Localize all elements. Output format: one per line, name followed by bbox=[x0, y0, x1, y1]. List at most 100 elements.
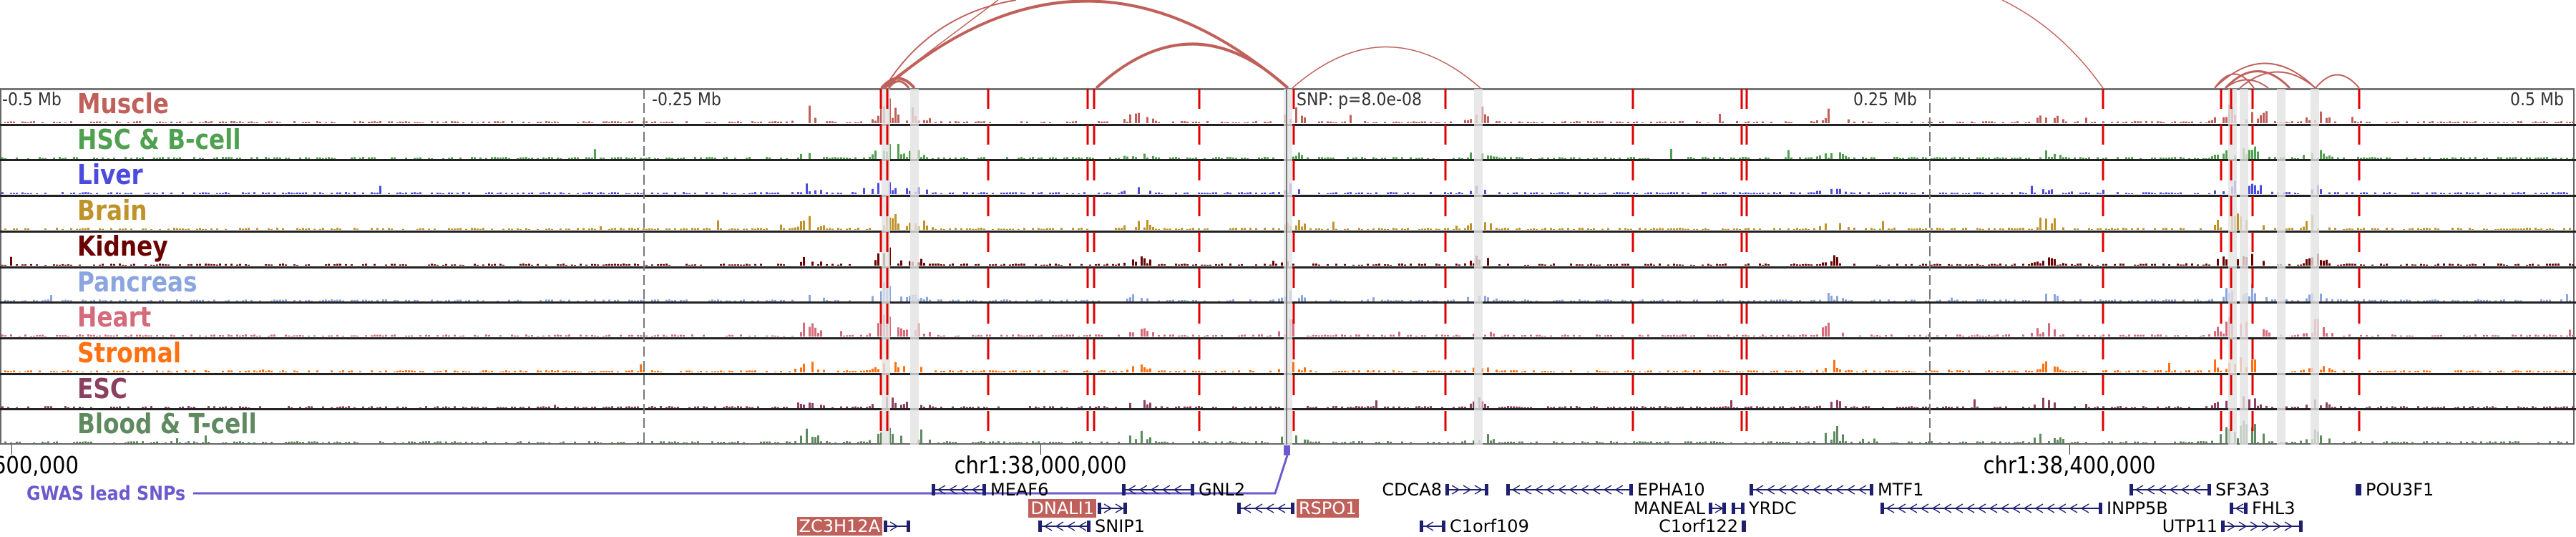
signal-bar bbox=[565, 228, 567, 231]
signal-bar bbox=[245, 406, 247, 408]
signal-bar bbox=[1032, 228, 1034, 231]
signal-bar bbox=[900, 328, 902, 337]
signal-bar bbox=[1467, 225, 1469, 231]
signal-bar bbox=[2323, 366, 2325, 372]
signal-bar bbox=[336, 263, 338, 266]
signal-bar bbox=[1836, 426, 1838, 444]
signal-bar bbox=[2214, 402, 2216, 408]
signal-bar bbox=[777, 193, 779, 195]
signal-bar bbox=[1138, 112, 1140, 123]
signal-bar bbox=[1641, 158, 1644, 159]
signal-bar bbox=[1979, 264, 1981, 266]
signal-bar bbox=[2328, 263, 2331, 266]
signal-bar bbox=[631, 299, 633, 301]
signal-bar bbox=[1913, 335, 1916, 337]
signal-bar bbox=[348, 193, 350, 195]
signal-bar bbox=[82, 442, 84, 444]
signal-bar bbox=[1118, 193, 1120, 195]
signal-bar bbox=[1387, 264, 1389, 266]
signal-bar bbox=[1787, 370, 1790, 372]
signal-bar bbox=[2036, 261, 2039, 266]
signal-bar bbox=[2182, 264, 2185, 266]
signal-bar bbox=[93, 334, 95, 337]
signal-bar bbox=[1487, 367, 1489, 372]
signal-bar bbox=[660, 441, 662, 444]
signal-bar bbox=[1192, 370, 1194, 372]
signal-bar bbox=[139, 121, 141, 123]
signal-bar bbox=[966, 263, 968, 266]
signal-bar bbox=[565, 264, 567, 266]
signal-bar bbox=[1959, 442, 1961, 444]
signal-bar bbox=[860, 406, 862, 408]
signal-bar bbox=[1058, 264, 1060, 266]
signal-bar bbox=[1072, 442, 1074, 444]
signal-bar bbox=[1931, 441, 1933, 444]
signal-bar bbox=[1533, 122, 1535, 123]
signal-bar bbox=[457, 371, 459, 372]
signal-bar bbox=[2546, 228, 2548, 231]
signal-bar bbox=[2417, 122, 2419, 123]
signal-bar bbox=[2363, 157, 2365, 159]
signal-bar bbox=[454, 228, 456, 231]
signal-bar bbox=[2294, 193, 2296, 195]
signal-bar bbox=[823, 225, 825, 231]
signal-bar bbox=[680, 334, 682, 337]
signal-bar bbox=[2197, 299, 2199, 301]
signal-bar bbox=[2185, 121, 2187, 123]
signal-bar bbox=[1241, 334, 1243, 337]
signal-bar bbox=[76, 335, 78, 337]
signal-bar bbox=[382, 299, 384, 301]
signal-bar bbox=[2331, 406, 2333, 408]
signal-bar bbox=[1, 334, 4, 337]
signal-bar bbox=[2134, 121, 2136, 123]
signal-bar bbox=[145, 193, 147, 195]
signal-bar bbox=[751, 121, 753, 123]
signal-bar bbox=[760, 442, 762, 444]
signal-bar bbox=[2102, 121, 2104, 123]
signal-bar bbox=[708, 300, 711, 301]
signal-bar bbox=[265, 371, 267, 372]
signal-bar bbox=[2039, 217, 2041, 231]
signal-bar bbox=[2214, 154, 2216, 159]
signal-bar bbox=[2297, 334, 2299, 337]
signal-bar bbox=[1355, 157, 1357, 159]
signal-bar bbox=[1078, 336, 1080, 337]
signal-bar bbox=[1478, 259, 1480, 266]
signal-bar bbox=[1742, 300, 1744, 301]
signal-bar bbox=[2117, 192, 2119, 195]
signal-bar bbox=[102, 299, 104, 301]
signal-bar bbox=[216, 157, 218, 159]
signal-bar bbox=[2088, 157, 2090, 159]
signal-bar bbox=[2529, 157, 2531, 159]
signal-bar bbox=[774, 121, 776, 123]
signal-bar bbox=[2500, 263, 2502, 266]
signal-bar bbox=[1825, 432, 1827, 444]
signal-bar bbox=[1879, 299, 1881, 301]
signal-bar bbox=[1415, 406, 1418, 408]
signal-bar bbox=[248, 264, 250, 266]
signal-bar bbox=[270, 121, 273, 123]
signal-bar bbox=[219, 263, 221, 266]
signal-bar bbox=[331, 228, 333, 231]
signal-bar bbox=[202, 228, 204, 231]
signal-bar bbox=[1184, 335, 1186, 337]
signal-bar bbox=[2174, 121, 2176, 123]
signal-bar bbox=[1435, 371, 1438, 372]
signal-bar bbox=[2517, 228, 2519, 231]
signal-bar bbox=[774, 406, 776, 408]
signal-bar bbox=[2537, 264, 2540, 266]
signal-bar bbox=[697, 228, 699, 231]
signal-bar bbox=[2380, 405, 2382, 408]
signal-bar bbox=[62, 299, 64, 301]
signal-bar bbox=[840, 406, 842, 408]
signal-bar bbox=[282, 193, 284, 195]
signal-bar bbox=[2368, 157, 2371, 159]
signal-bar bbox=[582, 193, 585, 195]
signal-bar bbox=[182, 406, 184, 408]
signal-bar bbox=[560, 158, 562, 159]
signal-bar bbox=[1870, 157, 1873, 159]
signal-bar bbox=[1272, 261, 1274, 266]
signal-bar bbox=[1000, 299, 1002, 301]
signal-bar bbox=[1372, 335, 1375, 337]
signal-bar bbox=[1676, 335, 1678, 337]
